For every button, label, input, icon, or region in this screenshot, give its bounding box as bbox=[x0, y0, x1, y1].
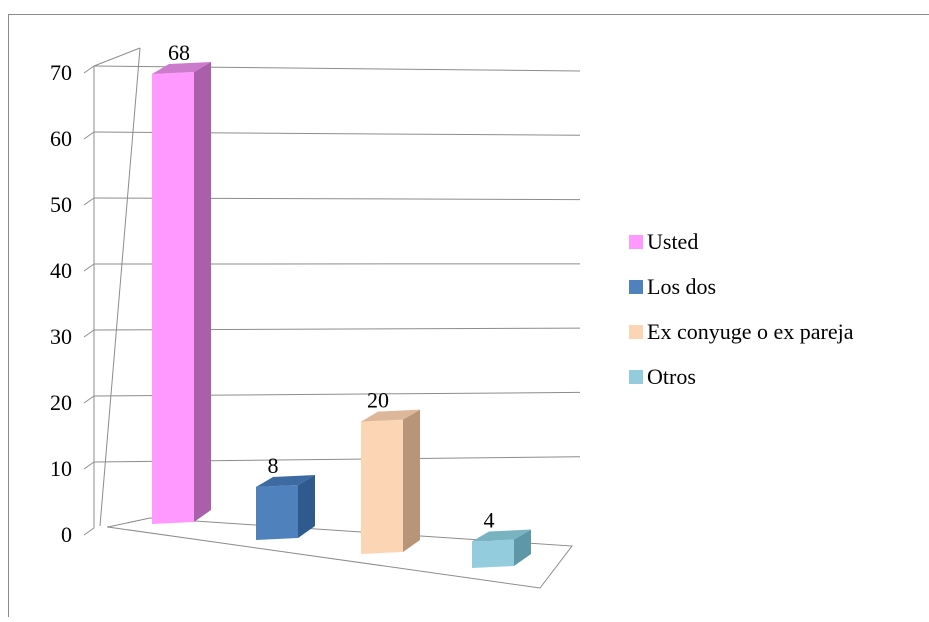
y-axis-tick-labels: 0 10 20 30 40 50 60 70 bbox=[50, 60, 72, 547]
y-axis-tick bbox=[84, 462, 94, 469]
y-tick-label: 70 bbox=[50, 60, 72, 85]
y-tick-label: 40 bbox=[50, 258, 72, 283]
y-tick-label: 60 bbox=[50, 126, 72, 151]
data-label: 68 bbox=[168, 40, 190, 65]
legend-swatch bbox=[629, 280, 643, 294]
legend-label: Ex conyuge o ex pareja bbox=[647, 319, 854, 344]
bar-side bbox=[403, 410, 420, 552]
side-wall-top-edge bbox=[94, 48, 140, 66]
y-axis-tick bbox=[84, 132, 94, 139]
legend: Usted Los dos Ex conyuge o ex pareja Otros bbox=[629, 229, 854, 389]
bars bbox=[152, 62, 531, 568]
bar-front bbox=[152, 72, 194, 524]
bar-front bbox=[361, 420, 403, 554]
y-axis-tick bbox=[84, 528, 94, 535]
y-tick-label: 30 bbox=[50, 324, 72, 349]
y-tick-label: 20 bbox=[50, 390, 72, 415]
y-axis-tick bbox=[84, 396, 94, 403]
y-axis-tick bbox=[84, 264, 94, 271]
y-tick-label: 0 bbox=[61, 522, 72, 547]
y-tick-label: 50 bbox=[50, 192, 72, 217]
y-tick-label: 10 bbox=[50, 456, 72, 481]
data-label: 4 bbox=[484, 508, 495, 533]
side-wall-back-edge bbox=[100, 48, 140, 526]
data-label: 20 bbox=[367, 388, 389, 413]
legend-label: Otros bbox=[647, 364, 696, 389]
data-label: 8 bbox=[268, 453, 279, 478]
legend-swatch bbox=[629, 370, 643, 384]
y-axis-tick bbox=[84, 330, 94, 337]
y-axis-tick bbox=[84, 66, 94, 73]
y-axis-tick bbox=[84, 198, 94, 205]
legend-label: Los dos bbox=[647, 274, 716, 299]
legend-label: Usted bbox=[647, 229, 698, 254]
bar-front bbox=[472, 540, 514, 568]
legend-swatch bbox=[629, 325, 643, 339]
bar-front bbox=[256, 485, 298, 540]
legend-swatch bbox=[629, 235, 643, 249]
bar-side bbox=[194, 62, 211, 522]
